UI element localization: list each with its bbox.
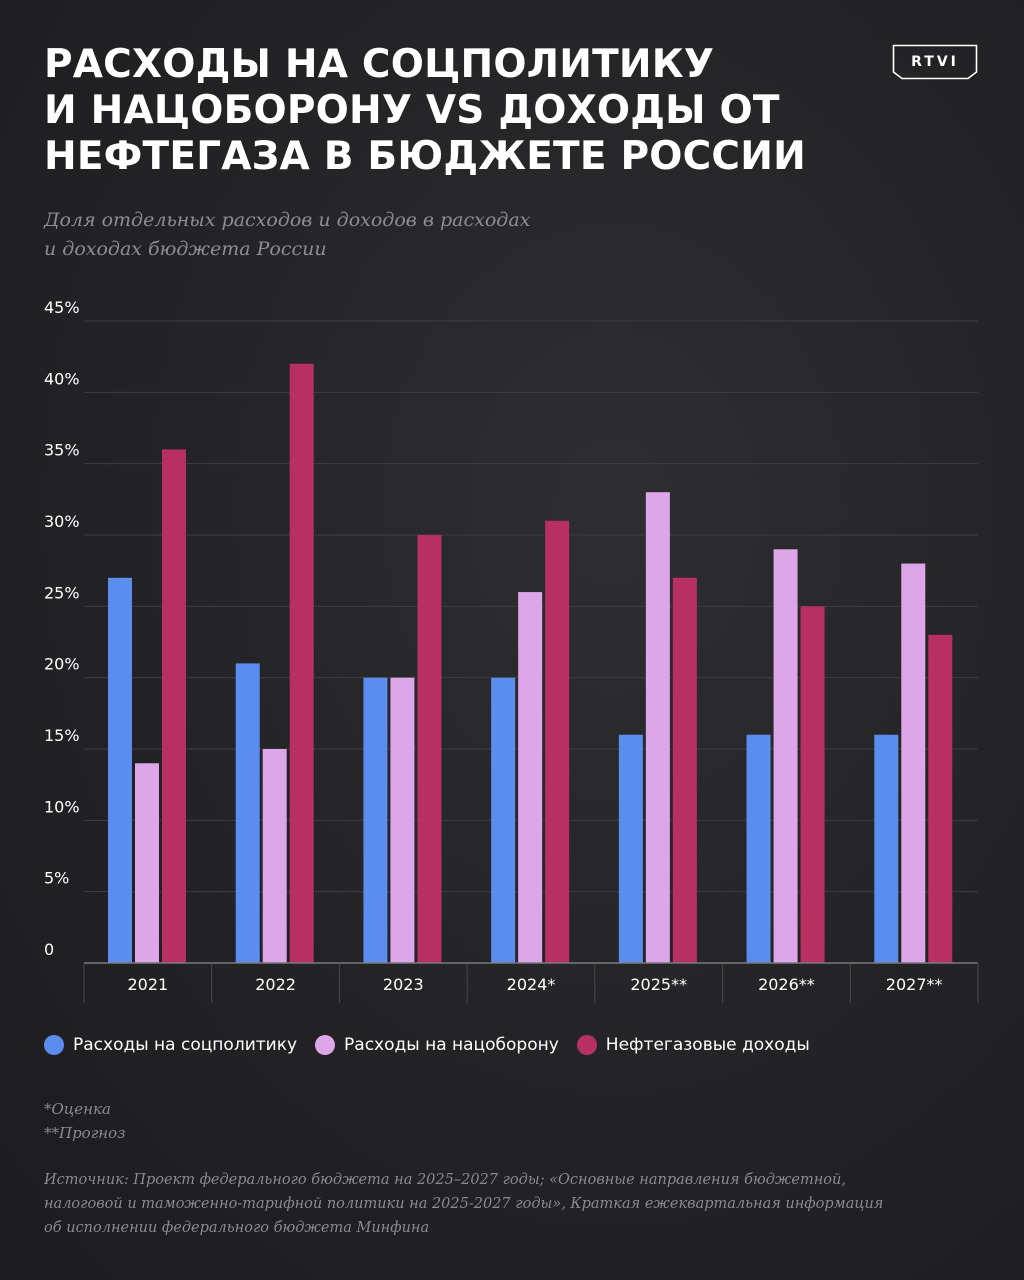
legend-item-social: Расходы на соцполитику (44, 1035, 297, 1055)
x-tick-label: 2026** (758, 975, 815, 994)
logo-frame (892, 44, 978, 80)
y-tick-label: 30% (44, 512, 80, 531)
source-note: Источник: Проект федерального бюджета на… (44, 1168, 984, 1240)
y-tick-label: 25% (44, 583, 80, 602)
bar (874, 734, 899, 963)
bar (491, 677, 516, 963)
source-line-1: Источник: Проект федерального бюджета на… (44, 1172, 846, 1188)
x-tick-label: 2021 (127, 975, 168, 994)
chart-subtitle: Доля отдельных расходов и доходов в расх… (44, 206, 744, 264)
x-tick-label: 2027** (886, 975, 943, 994)
bar (518, 592, 543, 963)
y-tick-label: 20% (44, 655, 80, 674)
legend-swatch-oilgas (576, 1035, 597, 1055)
y-tick-label: 15% (44, 726, 80, 745)
footnote-estimate: *Оценка (44, 1100, 111, 1118)
footnote-forecast: **Прогноз (44, 1124, 126, 1142)
x-tick-label: 2024* (507, 975, 556, 994)
legend-swatch-defense (315, 1035, 336, 1055)
bars (108, 363, 953, 963)
x-tick-label: 2023 (383, 975, 424, 994)
bar (928, 634, 953, 963)
subtitle-line-2: и доходах бюджета России (44, 238, 327, 260)
y-tick-label: 5% (44, 869, 69, 888)
bar (417, 535, 442, 963)
y-tick-label: 45% (44, 298, 80, 317)
bar (289, 363, 314, 963)
y-tick-label: 35% (44, 441, 80, 460)
footnotes: *Оценка **Прогноз (44, 1097, 125, 1145)
bar (545, 520, 570, 963)
legend-label-social: Расходы на соцполитику (73, 1035, 298, 1055)
title-line-2: И НАЦОБОРОНУ VS ДОХОДЫ ОТ (44, 88, 780, 133)
bar (108, 577, 132, 963)
source-line-2: налоговой и таможенно-тарифной политики … (44, 1196, 884, 1212)
y-axis-ticks: 0 5% 10% 15% 20% 25% 30% 35% 40% 45% (44, 298, 80, 959)
bar (162, 449, 186, 963)
bar-chart: 0 5% 10% 15% 20% 25% 30% 35% 40% 45% 2021 2022 2023… (44, 298, 979, 1003)
bar (773, 549, 798, 963)
chart-title: РАСХОДЫ НА СОЦПОЛИТИКУ И НАЦОБОРОНУ VS Д… (44, 42, 864, 180)
legend-label-defense: Расходы на нацоборону (344, 1035, 559, 1055)
bar (363, 677, 388, 963)
bar (390, 677, 415, 963)
logo-text: RTVI (911, 54, 959, 70)
subtitle-line-1: Доля отдельных расходов и доходов в расх… (44, 209, 531, 231)
x-axis: 2021 2022 2023 2024* 2025** 2026** 2027** (83, 962, 979, 1003)
bar (645, 492, 670, 963)
bar (235, 663, 260, 963)
y-tick-label: 0 (44, 940, 54, 959)
y-tick-label: 10% (44, 797, 80, 816)
bar (746, 734, 771, 963)
bar (618, 734, 643, 963)
legend-item-oilgas: Нефтегазовые доходы (576, 1035, 810, 1055)
bar (901, 563, 926, 963)
x-tick-label: 2025** (630, 975, 687, 994)
title-line-1: РАСХОДЫ НА СОЦПОЛИТИКУ (44, 42, 715, 87)
bar (135, 763, 159, 963)
legend-swatch-social (44, 1035, 64, 1055)
chart-legend: Расходы на соцполитику Расходы на нацобо… (44, 1030, 810, 1060)
title-line-3: НЕФТЕГАЗА В БЮДЖЕТЕ РОССИИ (44, 134, 806, 179)
legend-item-defense: Расходы на нацоборону (315, 1035, 559, 1055)
legend-label-oilgas: Нефтегазовые доходы (605, 1035, 810, 1055)
x-tick-label: 2022 (255, 975, 296, 994)
bar (800, 606, 825, 963)
bar (262, 749, 287, 963)
rtvi-logo: RTVI (892, 44, 978, 80)
source-line-3: об исполнении федерального бюджета Минфи… (44, 1220, 430, 1236)
y-tick-label: 40% (44, 369, 80, 388)
bar (672, 577, 697, 963)
